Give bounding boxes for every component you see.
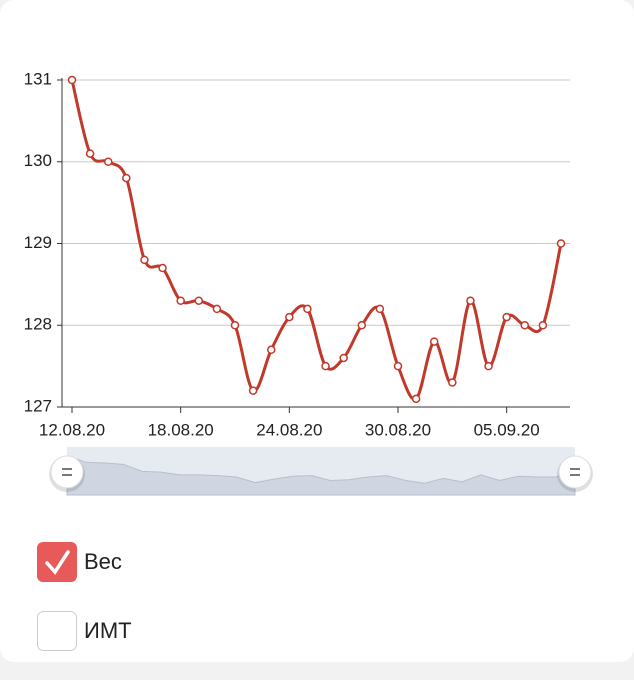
point <box>158 263 167 273</box>
checkbox[interactable] <box>37 611 77 651</box>
point <box>556 239 566 248</box>
point <box>448 378 457 387</box>
point <box>140 255 149 265</box>
point <box>484 361 493 371</box>
navigator-handle[interactable] <box>50 455 84 489</box>
y-tick-label: 131 <box>24 69 52 88</box>
point <box>357 321 367 330</box>
navigator-handle[interactable] <box>558 455 592 489</box>
y-tick-label: 127 <box>24 396 52 415</box>
x-tick-label: 30.08.20 <box>365 420 431 439</box>
point <box>248 386 258 395</box>
card <box>0 0 634 662</box>
point <box>429 337 439 346</box>
point <box>321 361 330 371</box>
y-tick-label: 128 <box>24 315 52 334</box>
point <box>103 157 113 166</box>
point <box>285 312 294 322</box>
x-tick-label: 05.09.20 <box>474 420 540 439</box>
point <box>466 296 475 305</box>
x-tick-label: 24.08.20 <box>256 420 322 439</box>
check-mark <box>45 550 70 575</box>
x-tick-label: 12.08.20 <box>39 420 105 439</box>
point <box>411 394 421 404</box>
point <box>303 304 312 314</box>
y-tick-label: 129 <box>24 233 52 252</box>
toggles: Вес ИМТ <box>37 542 132 651</box>
x-tick-label: 18.08.20 <box>148 420 214 439</box>
navigator-area <box>66 455 576 496</box>
checkbox[interactable] <box>37 542 77 582</box>
point <box>122 173 131 183</box>
point <box>85 149 95 158</box>
point <box>230 321 240 330</box>
point <box>176 296 185 305</box>
checkbox-label[interactable]: Вес <box>84 549 122 574</box>
point <box>67 75 77 85</box>
line <box>70 79 563 401</box>
point <box>266 345 276 355</box>
plot: 127 128 129 130 131 12.08.20 18.08.20 24.08.20 3… <box>24 69 570 439</box>
point <box>375 304 385 314</box>
y-tick-label: 130 <box>24 151 52 170</box>
checkbox-label[interactable]: ИМТ <box>84 618 132 643</box>
point <box>194 296 204 305</box>
point <box>520 321 530 330</box>
navigator[interactable] <box>49 447 593 496</box>
point <box>212 304 222 314</box>
point <box>538 321 548 330</box>
point <box>502 312 511 322</box>
point <box>339 353 348 363</box>
point <box>393 361 403 371</box>
